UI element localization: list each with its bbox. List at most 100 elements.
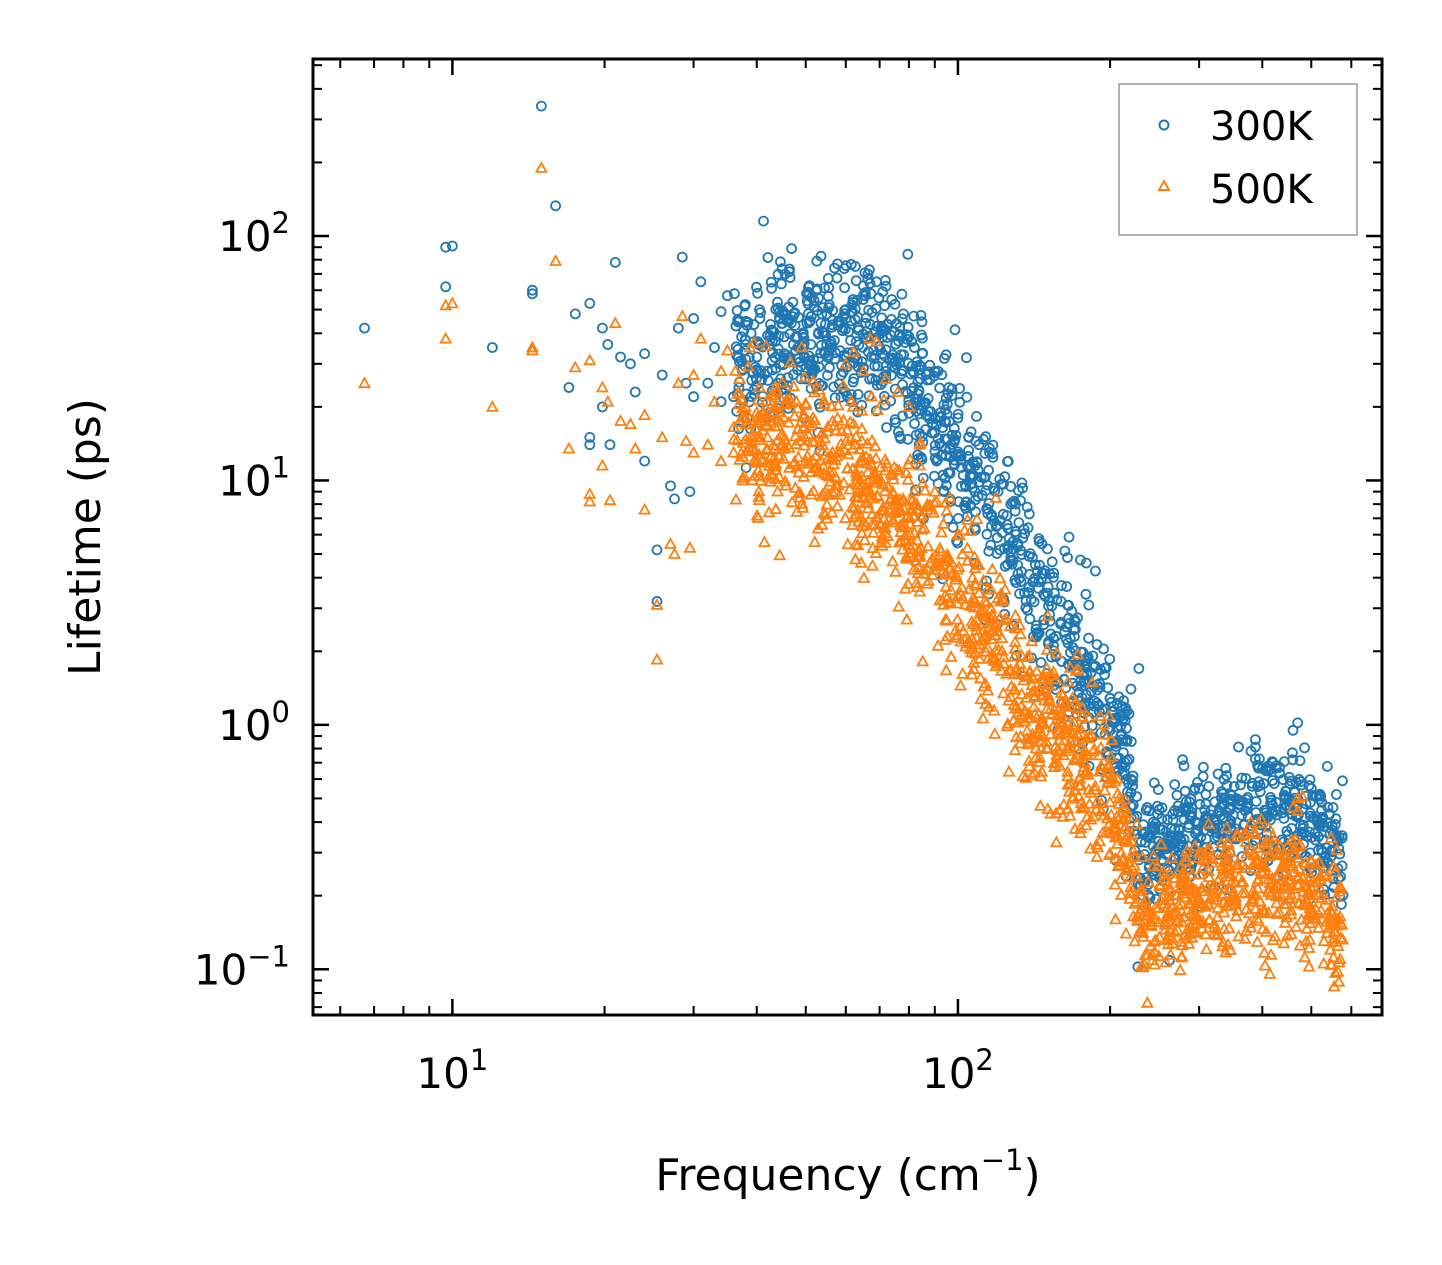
point-500K-cloud [954, 678, 968, 691]
point-500K-cloud [1236, 858, 1250, 871]
point-500K-cloud [1312, 855, 1326, 868]
point-500K-cloud [956, 624, 970, 636]
point-500K [638, 408, 652, 421]
point-500K-cloud [995, 644, 1009, 656]
point-300K-cloud [740, 315, 752, 327]
point-500K-cloud [1024, 711, 1038, 723]
point-500K [525, 340, 539, 353]
point-500K-cloud [1333, 930, 1348, 943]
point-500K-cloud [1283, 853, 1297, 866]
point-300K-cloud [1323, 809, 1335, 821]
point-500K-cloud [1172, 910, 1186, 923]
point-300K-cloud [1125, 774, 1137, 785]
point-500K-cloud [916, 476, 930, 488]
point-500K-cloud [773, 548, 787, 561]
point-500K-cloud [987, 703, 1001, 716]
point-300K-cloud [1005, 480, 1017, 492]
point-500K-cloud [1175, 938, 1189, 951]
point-500K-cloud [1130, 869, 1144, 882]
point-300K-cloud [896, 288, 908, 300]
point-300K-cloud [938, 486, 950, 498]
point-500K-cloud [1007, 682, 1021, 694]
point-500K-cloud [1114, 888, 1128, 900]
point-300K-cloud [880, 280, 892, 292]
point-300K-cloud [1252, 759, 1263, 771]
point-500K-cloud [1323, 942, 1337, 955]
point-500K-cloud [1268, 929, 1282, 942]
point-500K-cloud [968, 646, 982, 659]
point-500K [820, 468, 834, 481]
point-500K-cloud [1050, 646, 1064, 659]
point-500K [608, 316, 622, 329]
point-300K-cloud [866, 373, 878, 384]
point-300K-cloud [896, 313, 908, 325]
point-500K-cloud [989, 618, 1003, 631]
point-500K-cloud [1104, 749, 1118, 762]
point-500K-cloud [769, 502, 783, 515]
point-500K-cloud [1165, 931, 1179, 943]
point-500K-cloud [974, 692, 988, 705]
point-500K-cloud [1159, 955, 1173, 968]
point-300K-cloud [885, 395, 896, 407]
point-500K-cloud [1202, 870, 1216, 882]
point-300K-cloud [1307, 790, 1319, 801]
point-500K-cloud [890, 462, 904, 475]
point-300K-cloud [917, 472, 929, 484]
point-500K-cloud [1272, 846, 1286, 859]
point-500K-cloud [1224, 844, 1238, 857]
point-500K-cloud [987, 650, 1001, 663]
point-500K-cloud [1281, 839, 1295, 851]
point-500K-cloud [814, 453, 828, 466]
point-500K-cloud [1288, 832, 1302, 845]
point-500K-cloud [944, 555, 958, 568]
point-500K-cloud [1180, 844, 1194, 856]
point-300K [832, 320, 844, 332]
point-300K-cloud [1059, 545, 1071, 557]
point-500K-cloud [1256, 922, 1270, 935]
point-500K-cloud [877, 392, 891, 405]
point-500K-cloud [1128, 934, 1142, 947]
point-500K-cloud [728, 363, 743, 376]
point-300K-cloud [1048, 640, 1059, 652]
point-500K-cloud [1061, 674, 1075, 687]
point-300K [916, 348, 928, 360]
point-500K-cloud [1235, 886, 1249, 899]
point-300K-cloud [1267, 799, 1278, 811]
point-500K-cloud [944, 650, 958, 662]
point-500K [583, 494, 597, 507]
point-300K-cloud [1017, 482, 1028, 494]
point-500K-cloud [741, 359, 755, 372]
point-300K-cloud [853, 339, 865, 351]
point-300K-cloud [1200, 798, 1212, 810]
point-500K-cloud [1196, 861, 1210, 873]
point-500K-cloud [1237, 826, 1251, 839]
point-300K-cloud [994, 544, 1006, 556]
point-500K [1291, 791, 1305, 804]
point-300K-cloud [1106, 696, 1117, 708]
point-500K-cloud [752, 490, 766, 502]
point-500K-cloud [976, 711, 990, 724]
point-500K-cloud [884, 491, 898, 504]
point-500K [776, 437, 790, 450]
point-300K-cloud [802, 298, 814, 310]
point-500K-cloud [854, 556, 868, 568]
point-500K-cloud [1060, 741, 1074, 754]
point-300K-cloud [908, 310, 920, 322]
point-300K-cloud [1090, 565, 1101, 577]
point-300K-cloud [1066, 605, 1078, 617]
point-300K-cloud [1191, 838, 1202, 850]
point-300K-cloud [765, 324, 777, 336]
point-500K-cloud [1114, 872, 1128, 884]
point-300K-cloud [863, 304, 874, 316]
point-500K-cloud [855, 403, 869, 416]
point-500K-cloud [1076, 709, 1090, 722]
point-300K-cloud [823, 302, 835, 313]
point-300K-cloud [845, 389, 857, 400]
point-500K-cloud [1014, 648, 1029, 661]
point-300K-cloud [932, 432, 944, 444]
point-500K [1313, 869, 1327, 882]
point-300K-cloud [910, 360, 922, 372]
point-500K-cloud [838, 511, 852, 523]
point-500K-cloud [752, 484, 766, 497]
point-300K-cloud [971, 456, 983, 468]
